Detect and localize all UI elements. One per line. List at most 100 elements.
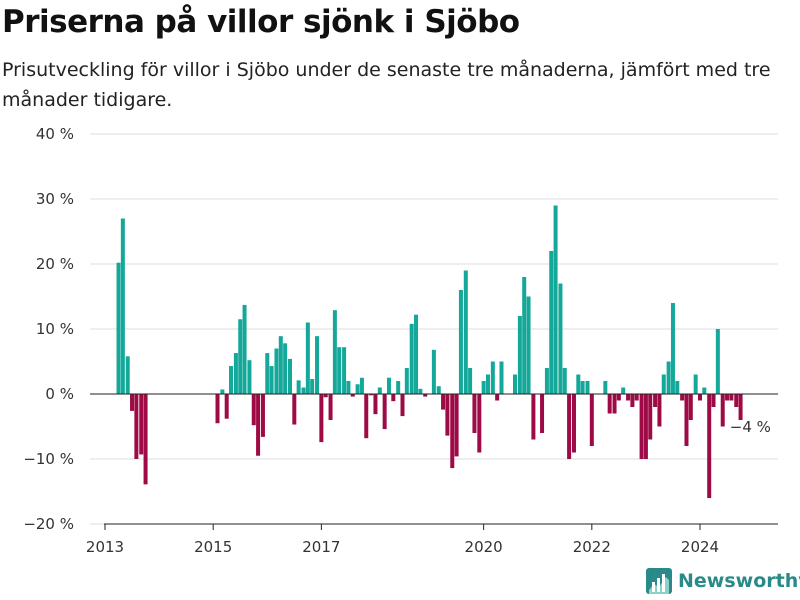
y-tick-label: 20 % [36,255,74,273]
y-tick-label: −20 % [23,515,74,533]
bar [576,374,581,394]
bar [544,368,549,394]
bar [688,394,693,420]
bar [702,387,707,394]
bar [684,394,689,446]
bar [120,218,125,394]
bar [522,277,527,394]
bar [391,394,396,402]
bar [490,361,495,394]
bar [315,336,320,394]
bar [441,394,446,410]
last-value-annotation: −4 % [730,418,771,436]
bar [725,394,730,401]
bar [260,394,265,437]
bar [224,394,229,419]
bar [328,394,333,420]
bar [603,381,608,394]
brand-name: Newsworthy [678,570,800,592]
bar [342,347,347,394]
bar [423,394,428,397]
bar [346,381,351,394]
chart-subtitle: Prisutveckling för villor i Sjöbo under … [2,59,771,111]
bar [463,270,468,394]
bar [720,394,725,427]
bar [499,361,504,394]
bar [251,394,256,426]
bar [495,394,500,401]
bar [526,296,531,394]
bar [242,304,247,394]
bar [454,394,459,457]
bar [643,394,648,459]
bar [734,394,739,407]
bar [517,316,522,394]
bar [359,377,364,394]
bar [634,394,639,401]
bar [616,394,621,401]
bar [233,353,238,394]
bar [477,394,482,453]
bar [693,374,698,394]
chart-title: Priserna på villor sjönk i Sjöbo [2,4,520,40]
bar [571,394,576,453]
bar [472,394,477,433]
bar [332,310,337,394]
bar [653,394,658,407]
bars [116,205,743,498]
bar [283,343,288,394]
bar [468,368,473,394]
y-tick-label: 40 % [36,125,74,143]
bar [256,394,261,456]
bar [278,336,283,394]
bar [657,394,662,427]
bar [738,394,743,420]
bar [418,388,423,394]
newsworthy-logo: Newsworthy [646,568,800,594]
bar [648,394,653,440]
bar [274,348,279,394]
bar [269,366,274,394]
bar [125,356,130,394]
bar [707,394,712,498]
bar [540,394,545,433]
bar [265,353,270,394]
bar [382,394,387,430]
x-tick-label: 2022 [573,538,611,556]
bar [445,394,450,436]
bar [621,387,626,394]
bar [585,381,590,394]
x-tick-label: 2020 [465,538,503,556]
bar [612,394,617,414]
bar [409,323,414,394]
bar [130,394,135,411]
bar [562,368,567,394]
bar [404,368,409,394]
x-tick-label: 2015 [194,538,232,556]
bar [531,394,536,440]
bar [355,384,360,394]
x-tick-label: 2017 [302,538,340,556]
bar [450,394,455,469]
bar [698,394,702,401]
bar [715,329,720,394]
bar [323,394,328,398]
bar [238,319,243,394]
bar [134,394,139,459]
bar [666,361,671,394]
bar [513,374,518,394]
bar [116,262,121,394]
newsworthy-logo-icon [646,568,672,594]
bar [350,394,355,397]
bar [485,374,490,394]
bar [558,283,563,394]
bar [580,381,585,394]
x-tick-label: 2024 [681,538,719,556]
bar [436,386,441,394]
bar [301,387,306,394]
y-tick-label: 30 % [36,190,74,208]
bar [215,394,220,424]
bar [630,394,635,407]
x-tick-label: 2013 [86,538,124,556]
